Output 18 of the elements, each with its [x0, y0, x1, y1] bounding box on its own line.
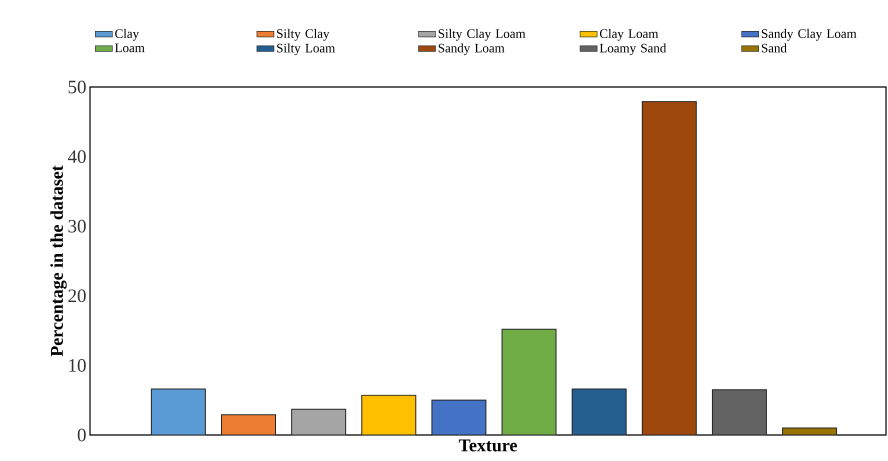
y-tick-label: 20: [68, 289, 86, 302]
legend-label: Clay Loam: [600, 28, 658, 41]
y-tick-label: 0: [78, 428, 86, 442]
legend-label: Loam: [115, 44, 145, 52]
legend-label: Sandy Clay Loam: [762, 28, 856, 41]
y-axis-title: Percentage in the dataset: [50, 165, 67, 356]
legend-label: Silty Clay: [277, 28, 330, 41]
legend-label: Sandy Loam: [438, 43, 505, 56]
y-tick-label: 30: [68, 220, 86, 233]
x-axis-title: Texture: [458, 439, 517, 452]
legend-label: Sand: [762, 43, 787, 52]
legend-label: Silty Clay Loam: [438, 28, 526, 41]
y-tick-label: 40: [68, 150, 86, 163]
legend-label: Clay: [115, 28, 140, 41]
legend-label: Silty Loam: [277, 43, 336, 56]
legend-label: Loamy Sand: [600, 43, 666, 56]
y-tick-label: 10: [69, 359, 86, 372]
y-tick-label: 50: [68, 80, 86, 94]
